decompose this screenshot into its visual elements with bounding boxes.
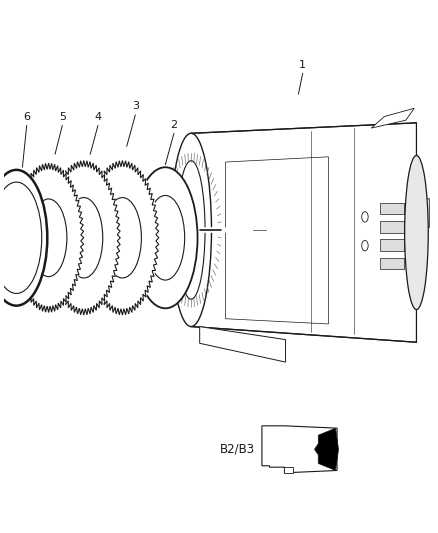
Ellipse shape [133,167,198,308]
Ellipse shape [0,170,47,306]
Ellipse shape [362,240,368,251]
Ellipse shape [362,212,368,222]
Ellipse shape [177,161,205,299]
Polygon shape [200,327,286,362]
Ellipse shape [0,182,42,294]
FancyBboxPatch shape [380,221,403,232]
Text: 6: 6 [23,112,30,122]
Polygon shape [191,123,417,342]
Ellipse shape [30,199,67,277]
Ellipse shape [133,167,198,308]
Polygon shape [14,163,84,312]
Polygon shape [262,426,337,473]
Polygon shape [47,160,120,315]
FancyBboxPatch shape [380,257,403,269]
Ellipse shape [171,133,212,327]
Ellipse shape [86,160,159,315]
Ellipse shape [103,198,141,278]
FancyBboxPatch shape [380,239,403,251]
Ellipse shape [146,196,185,280]
Text: 3: 3 [132,101,139,111]
Polygon shape [86,160,159,315]
Ellipse shape [47,160,120,315]
Polygon shape [371,108,414,128]
Ellipse shape [405,156,428,310]
Text: B2/B3: B2/B3 [220,443,255,456]
Polygon shape [314,428,339,471]
Ellipse shape [0,170,47,306]
Polygon shape [406,199,429,235]
Text: 1: 1 [299,60,306,70]
Text: 5: 5 [59,112,66,122]
Text: 2: 2 [170,119,177,130]
FancyBboxPatch shape [380,203,403,214]
Text: 4: 4 [95,112,102,122]
Ellipse shape [65,198,103,278]
Polygon shape [284,467,293,473]
Ellipse shape [14,163,84,312]
